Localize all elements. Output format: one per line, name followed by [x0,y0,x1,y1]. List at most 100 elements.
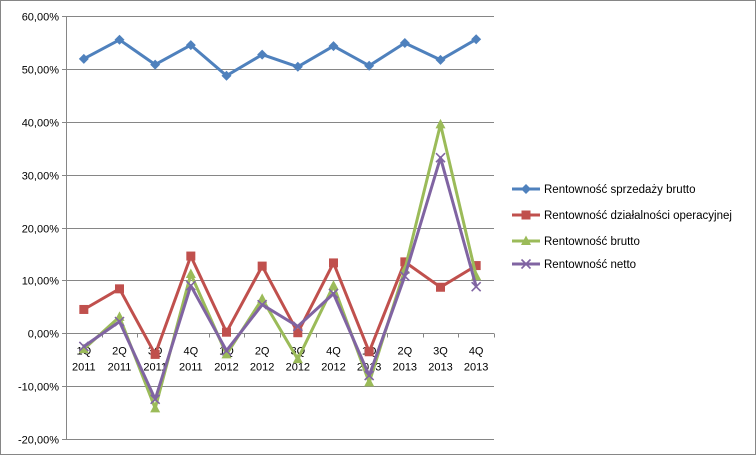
data-point [150,59,161,70]
data-point [115,284,124,294]
gridlines [66,16,494,440]
legend-label: Rentowność sprzedaży brutto [544,184,696,196]
data-point [293,328,303,338]
data-point [257,49,268,60]
y-tick-label: 40,00% [22,118,60,130]
data-point [185,40,196,51]
legend-marker [521,210,531,220]
data-point [78,343,89,354]
marker-stroke [185,280,196,291]
legend: Rentowność sprzedaży brutto Rentowność dz… [512,184,732,271]
marker-stroke [114,316,125,327]
data-point [292,353,303,364]
marker-stroke [78,341,89,352]
data-point [436,282,445,292]
series-2 [79,251,481,359]
data-point [399,37,410,48]
data-point [257,261,267,271]
data-point [471,34,482,45]
x-tick-label: 3Q 2013 [428,346,452,374]
series-3 [78,118,482,413]
data-point [471,261,481,271]
data-point [435,152,446,163]
y-tick-label: 0,00% [28,329,59,341]
legend-marker [520,258,532,270]
data-point [328,288,339,299]
series-line [83,38,477,78]
data-point [78,341,89,352]
data-point [185,280,196,291]
y-tick-label: 60,00% [22,12,60,24]
x-tick-label: 4Q 2012 [321,346,345,374]
data-point [78,53,89,64]
y-tick-label: -10,00% [18,382,59,394]
data-point [185,268,196,279]
series-line [82,156,478,401]
data-point [114,316,125,327]
marker-stroke [221,345,232,356]
marker-stroke [150,394,161,405]
series-line [82,122,478,410]
data-point [364,60,375,71]
x-tick-label: 2Q 2013 [393,346,417,374]
x-tick-label: 4Q 2013 [464,346,488,374]
marker-stroke [435,152,446,163]
data-point [150,394,161,405]
data-point [221,348,232,359]
legend-label: Rentowność brutto [544,236,640,248]
legend-entry-2: Rentowność działalności operacyjnej [512,210,732,222]
data-point [364,347,374,357]
y-tick-label: 50,00% [22,65,60,77]
data-point [435,54,446,65]
legend-label: Rentowność działalności operacyjnej [544,210,732,222]
legend-marker [521,235,531,245]
y-tick-label: 10,00% [22,276,60,288]
y-axis-tick-labels: -20,00% -10,00% 0,00% 10,00% 20,00% 30,00% 40,… [18,12,59,447]
data-point [150,349,160,359]
data-point [114,34,125,45]
marker-stroke [471,281,482,292]
y-tick-label: -20,00% [18,435,59,447]
y-tick-label: 30,00% [22,171,60,183]
legend-label: Rentowność netto [544,259,636,271]
y-tick-label: 20,00% [22,224,60,236]
data-point [257,293,268,303]
x-tick-label: 4Q 2011 [179,346,203,374]
data-point [257,299,268,310]
series-line [83,254,477,356]
marker-stroke [520,258,532,270]
data-point [186,251,196,261]
data-point [364,370,375,381]
data-point [222,327,231,337]
marker-stroke [364,370,375,381]
data-point [292,321,303,332]
data-point [79,304,89,314]
series-4 [78,152,482,405]
data-point [221,70,232,81]
marker-stroke [292,321,303,332]
series-group [78,34,482,413]
legend-marker [521,184,531,194]
data-point [150,402,161,413]
data-point [328,41,339,52]
data-point [471,281,482,292]
data-point [400,257,410,267]
legend-entry-1: Rentowność sprzedaży brutto [512,184,696,196]
data-point [292,61,303,72]
marker-stroke [399,271,410,282]
legend-entry-3: Rentowność brutto [512,235,640,248]
data-point [435,118,446,129]
axes [62,16,495,440]
data-point [328,280,339,290]
x-tick-label: 2Q 2011 [108,346,132,374]
data-point [399,271,410,282]
data-point [364,376,375,387]
marker-stroke [328,288,339,299]
data-point [329,258,338,268]
x-tick-label: 2Q 2012 [250,346,274,374]
marker-stroke [257,299,268,310]
series-1 [78,34,482,81]
data-point [221,345,232,356]
